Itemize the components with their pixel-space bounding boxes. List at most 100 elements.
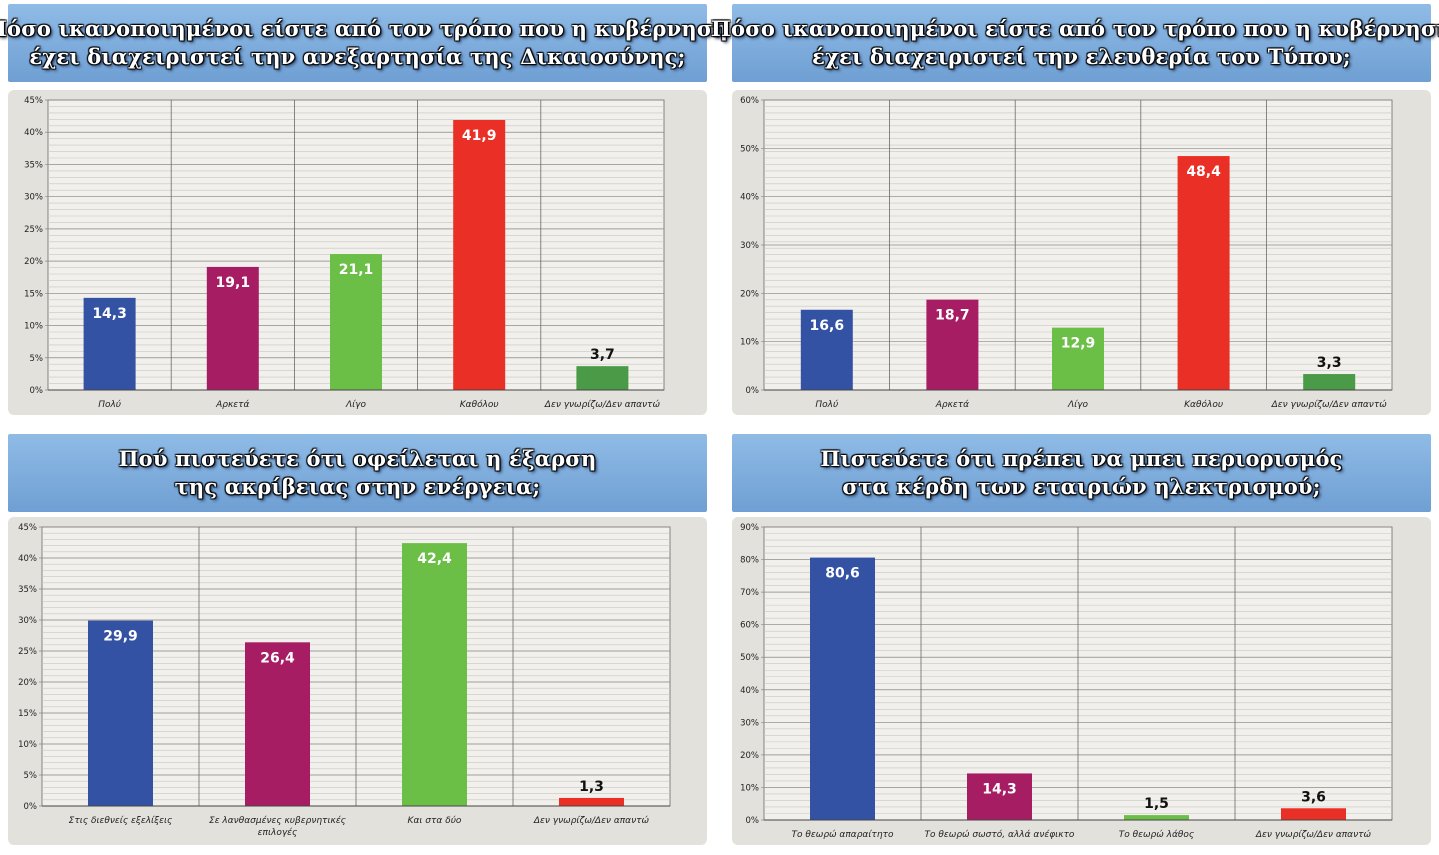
chart-area: 0% 5% 10% 15% 20% 25% 30% 35% 40% 45% 29,9 Στις διε… bbox=[8, 517, 707, 845]
bar bbox=[88, 620, 153, 806]
bar-value-label: 21,1 bbox=[339, 262, 374, 278]
bar-value-label: 14,3 bbox=[92, 306, 127, 322]
bar bbox=[810, 557, 875, 820]
y-tick-label: 45% bbox=[24, 96, 43, 106]
chart-title-line: Πόσο ικανοποιημένοι είστε από τον τρόπο … bbox=[711, 16, 1439, 41]
bar bbox=[1177, 156, 1230, 390]
bar-value-label: 19,1 bbox=[216, 275, 251, 291]
x-category-label: Σε λανθασμένες κυβερνητικές bbox=[209, 815, 346, 826]
y-tick-label: 70% bbox=[740, 588, 759, 598]
bar bbox=[800, 309, 853, 390]
y-tick-label: 25% bbox=[18, 647, 37, 657]
bar-value-label: 16,6 bbox=[810, 318, 845, 334]
y-tick-label: 20% bbox=[18, 678, 37, 688]
chart-title-line: Πού πιστεύετε ότι οφείλεται η έξαρση bbox=[118, 446, 597, 471]
bar-chart: 0% 5% 10% 15% 20% 25% 30% 35% 40% 45% 14,3 Πολύ 19,1… bbox=[24, 96, 665, 410]
chart-title: Πού πιστεύετε ότι οφείλεται η έξαρση της … bbox=[8, 434, 707, 512]
y-tick-label: 15% bbox=[24, 289, 43, 299]
chart-title-line: Πόσο ικανοποιημένοι είστε από τον τρόπο … bbox=[0, 16, 728, 41]
y-tick-label: 20% bbox=[740, 289, 759, 299]
y-tick-label: 40% bbox=[740, 686, 759, 696]
bar-value-label: 3,7 bbox=[590, 347, 615, 363]
x-category-label: Λίγο bbox=[1067, 400, 1089, 410]
y-tick-label: 45% bbox=[18, 523, 37, 533]
bar bbox=[245, 642, 310, 806]
chart-area: 0% 5% 10% 15% 20% 25% 30% 35% 40% 45% 14,3 Πολύ 19,1… bbox=[8, 90, 707, 415]
y-tick-label: 0% bbox=[30, 386, 44, 396]
bar bbox=[1052, 327, 1104, 390]
bar-value-label: 1,3 bbox=[579, 779, 604, 795]
bar bbox=[926, 299, 979, 390]
bar-value-label: 1,5 bbox=[1144, 796, 1169, 812]
y-tick-label: 60% bbox=[740, 96, 759, 106]
chart-title-line: της ακρίβειας στην ενέργεια; bbox=[174, 474, 541, 499]
chart-title-line: στα κέρδη των εταιριών ηλεκτρισμού; bbox=[842, 474, 1321, 499]
y-tick-label: 25% bbox=[24, 225, 43, 235]
bar bbox=[967, 773, 1032, 820]
bar-value-label: 29,9 bbox=[103, 629, 138, 645]
y-tick-label: 30% bbox=[18, 616, 37, 626]
bar-chart: 0% 10% 20% 30% 40% 50% 60% 16,6 Πολύ 18,7 Αρκετά 12… bbox=[740, 96, 1393, 410]
y-tick-label: 30% bbox=[740, 241, 759, 251]
chart-title-line: Πιστεύετε ότι πρέπει να μπει περιορισμός bbox=[820, 446, 1343, 471]
y-tick-label: 0% bbox=[746, 386, 760, 396]
chart-title: Πόσο ικανοποιημένοι είστε από τον τρόπο … bbox=[0, 4, 728, 82]
x-category-label: Αρκετά bbox=[215, 400, 249, 410]
y-tick-label: 10% bbox=[24, 322, 43, 332]
bar bbox=[83, 297, 136, 390]
y-tick-label: 10% bbox=[18, 740, 37, 750]
y-tick-label: 0% bbox=[24, 802, 38, 812]
y-tick-label: 20% bbox=[24, 257, 43, 267]
chart-title: Πόσο ικανοποιημένοι είστε από τον τρόπο … bbox=[711, 4, 1439, 82]
bar bbox=[206, 266, 259, 390]
bar bbox=[402, 543, 467, 806]
bar-value-label: 14,3 bbox=[982, 781, 1017, 797]
x-category-label: Καθόλου bbox=[460, 399, 499, 410]
chart-title: Πιστεύετε ότι πρέπει να μπει περιορισμός… bbox=[732, 434, 1431, 512]
y-tick-label: 0% bbox=[746, 816, 760, 826]
x-category-label: Το θεωρώ λάθος bbox=[1119, 829, 1194, 840]
bar-value-label: 12,9 bbox=[1061, 336, 1096, 352]
x-category-label: Δεν γνωρίζω/Δεν απαντώ bbox=[544, 399, 661, 410]
chart-title-line: έχει διαχειριστεί την ελευθερία του Τύπο… bbox=[812, 44, 1351, 69]
x-category-label: Αρκετά bbox=[935, 400, 969, 410]
bar-value-label: 41,9 bbox=[462, 128, 497, 144]
bar bbox=[576, 366, 629, 390]
y-tick-label: 5% bbox=[30, 354, 44, 364]
y-tick-label: 20% bbox=[740, 751, 759, 761]
x-category-label: Λίγο bbox=[345, 400, 367, 410]
y-tick-label: 40% bbox=[18, 554, 37, 564]
x-category-label: Καθόλου bbox=[1184, 399, 1223, 410]
bar bbox=[1303, 374, 1356, 390]
y-tick-label: 80% bbox=[740, 556, 759, 566]
y-tick-label: 90% bbox=[740, 523, 759, 533]
y-tick-label: 40% bbox=[24, 128, 43, 138]
y-tick-label: 60% bbox=[740, 621, 759, 631]
y-tick-label: 30% bbox=[740, 718, 759, 728]
y-tick-label: 50% bbox=[740, 144, 759, 154]
x-category-label: επιλογές bbox=[258, 827, 298, 838]
y-tick-label: 50% bbox=[740, 653, 759, 663]
bar-value-label: 26,4 bbox=[260, 650, 295, 666]
x-category-label: Δεν γνωρίζω/Δεν απαντώ bbox=[1255, 829, 1372, 840]
y-tick-label: 30% bbox=[24, 193, 43, 203]
chart-title-line: έχει διαχειριστεί την ανεξαρτησία της Δι… bbox=[29, 44, 686, 69]
y-tick-label: 10% bbox=[740, 783, 759, 793]
bar-value-label: 3,3 bbox=[1317, 355, 1342, 371]
bar bbox=[559, 797, 624, 806]
y-tick-label: 10% bbox=[740, 338, 759, 348]
x-category-label: Στις διεθνείς εξελίξεις bbox=[69, 816, 173, 826]
x-category-label: Το θεωρώ απαραίτητο bbox=[792, 829, 894, 840]
x-category-label: Πολύ bbox=[98, 400, 121, 410]
bar bbox=[1124, 815, 1189, 820]
x-category-label: Δεν γνωρίζω/Δεν απαντώ bbox=[1271, 399, 1388, 410]
bar bbox=[330, 254, 382, 390]
y-tick-label: 35% bbox=[18, 585, 37, 595]
bar-value-label: 18,7 bbox=[935, 308, 970, 324]
x-category-label: Πολύ bbox=[815, 400, 838, 410]
chart-area: 0% 10% 20% 30% 40% 50% 60% 16,6 Πολύ 18,7 Αρκετά 12… bbox=[732, 90, 1431, 415]
bar-chart: 0% 5% 10% 15% 20% 25% 30% 35% 40% 45% 29,9 Στις διε… bbox=[18, 523, 671, 838]
chart-area: 0% 10% 20% 30% 40% 50% 60% 70% 80% 90% 80,6 Το θεωρ… bbox=[732, 517, 1431, 845]
y-tick-label: 40% bbox=[740, 193, 759, 203]
bar-value-label: 48,4 bbox=[1186, 164, 1221, 180]
